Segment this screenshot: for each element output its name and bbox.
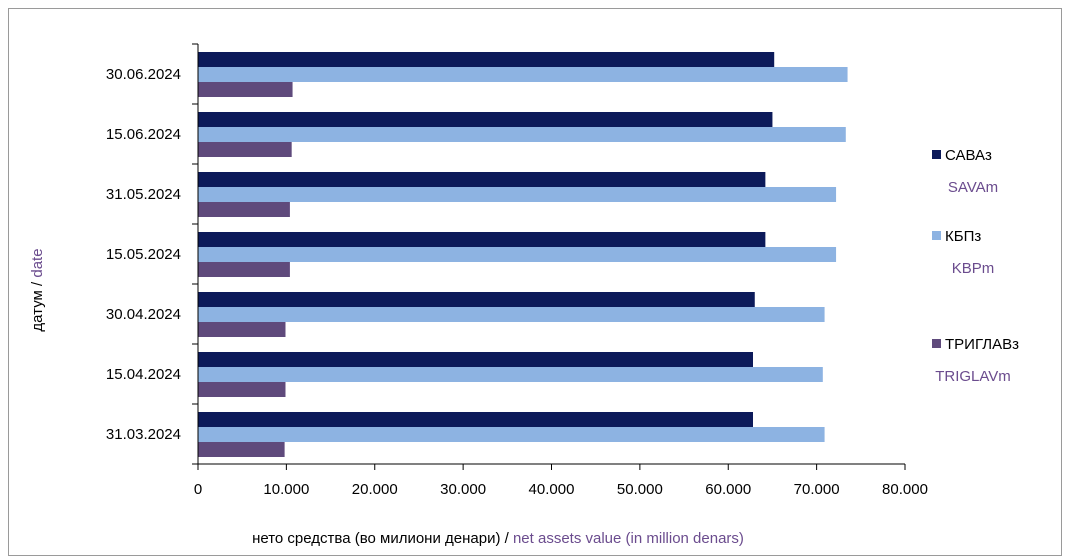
bar-triglavm-2 — [198, 202, 290, 217]
y-ticks-group: 30.06.2024 15.06.2024 31.05.2024 15.05.2024… — [106, 43, 198, 465]
bar-triglavm-4 — [198, 322, 286, 337]
y-tick-label: 30.06.2024 — [106, 66, 181, 83]
x-axis-label: нето средства (во милиони денари) / net … — [252, 530, 744, 547]
bar-savam-6 — [198, 412, 753, 427]
y-tick-label: 30.04.2024 — [106, 306, 181, 323]
bar-kbpm-4 — [198, 307, 825, 322]
bar-kbpm-5 — [198, 367, 823, 382]
bar-savam-4 — [198, 292, 755, 307]
x-tick-label: 10.000 — [263, 481, 309, 498]
bar-savam-1 — [198, 112, 773, 127]
legend-label: КБПз — [945, 228, 981, 245]
x-tick-label: 50.000 — [617, 481, 663, 498]
bar-savam-0 — [198, 52, 775, 67]
y-tick-label: 15.06.2024 — [106, 126, 181, 143]
legend: САВАз SAVAm КБПз KBPm ТРИГЛАВз TRIGLAVm — [932, 147, 1019, 385]
legend-label: ТРИГЛАВз — [945, 336, 1019, 353]
legend-swatch-triglavm — [932, 339, 941, 348]
y-tick-label: 15.04.2024 — [106, 366, 181, 383]
bar-kbpm-3 — [198, 247, 837, 262]
bars-group — [198, 52, 848, 457]
bar-triglavm-6 — [198, 442, 285, 457]
bar-triglavm-5 — [198, 382, 286, 397]
legend-label-en: TRIGLAVm — [935, 368, 1011, 385]
legend-label: САВАз — [945, 147, 992, 164]
x-tick-label: 70.000 — [794, 481, 840, 498]
bar-triglavm-0 — [198, 82, 293, 97]
y-axis-label: датум / date — [29, 248, 46, 331]
legend-label-en: SAVAm — [948, 179, 998, 196]
x-axis-label-mk: нето средства (во милиони денари) — [252, 530, 500, 547]
y-tick-label: 15.05.2024 — [106, 246, 181, 263]
x-tick-label: 40.000 — [529, 481, 575, 498]
x-tick-label: 60.000 — [705, 481, 751, 498]
bar-kbpm-0 — [198, 67, 848, 82]
bar-kbpm-2 — [198, 187, 837, 202]
bar-triglavm-1 — [198, 142, 292, 157]
y-tick-label: 31.03.2024 — [106, 426, 181, 443]
bar-triglavm-3 — [198, 262, 290, 277]
legend-label-en: KBPm — [952, 260, 995, 277]
bar-savam-2 — [198, 172, 766, 187]
y-tick-label: 31.05.2024 — [106, 186, 181, 203]
y-axis-label-en: date — [29, 248, 46, 277]
y-axis-label-mk: датум — [29, 290, 46, 331]
legend-swatch-kbpm — [932, 231, 941, 240]
x-tick-label: 0 — [194, 481, 202, 498]
x-axis-label-en: net assets value (in million denars) — [513, 530, 744, 547]
bar-kbpm-6 — [198, 427, 825, 442]
chart-frame — [8, 8, 1062, 556]
x-axis-label-sep: / — [500, 530, 513, 547]
x-tick-label: 80.000 — [882, 481, 928, 498]
x-tick-label: 20.000 — [352, 481, 398, 498]
bar-kbpm-1 — [198, 127, 846, 142]
bar-savam-5 — [198, 352, 753, 367]
x-tick-label: 30.000 — [440, 481, 486, 498]
bar-savam-3 — [198, 232, 766, 247]
y-axis-label-sep: / — [29, 278, 46, 291]
legend-swatch-savam — [932, 150, 941, 159]
x-ticks-group: 0 10.000 20.000 30.000 40.000 50.000 60.000 70.… — [194, 464, 928, 498]
